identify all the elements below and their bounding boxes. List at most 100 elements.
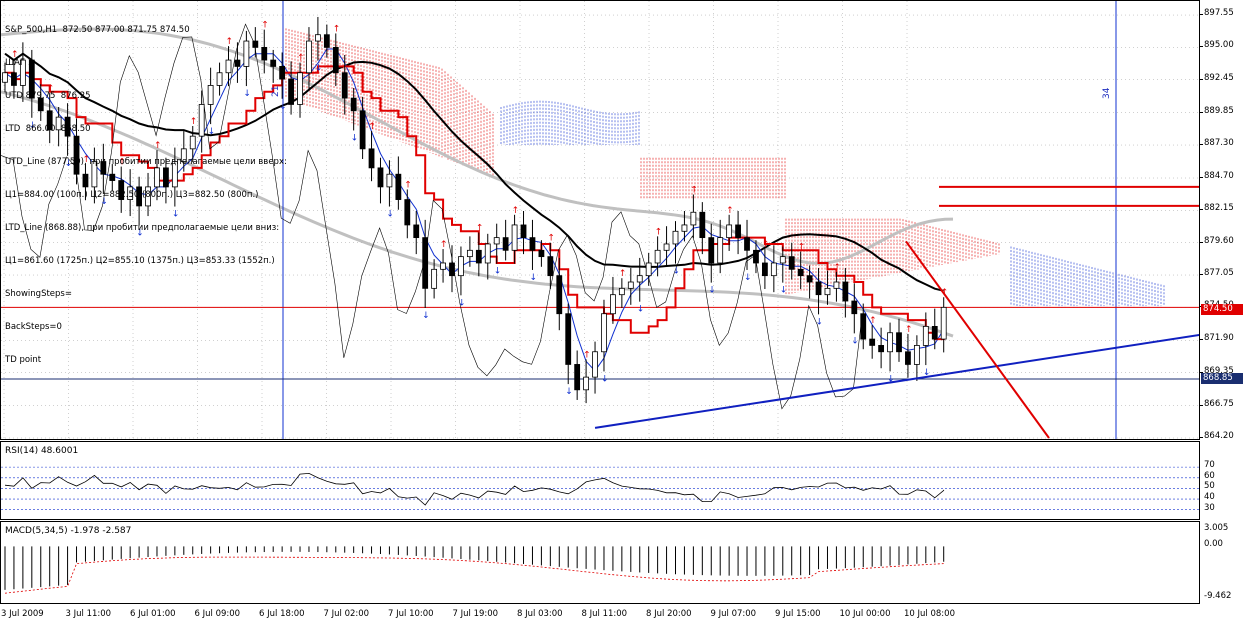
price-axis-tick-mark (1200, 209, 1203, 211)
fractal-up-arrow: ↑ (333, 24, 341, 34)
bearish-candle (699, 211, 706, 239)
bullish-candle (297, 72, 303, 105)
macd-signal-line (4, 556, 944, 594)
bearish-candle (896, 332, 902, 353)
macd-chart-svg (4, 546, 945, 594)
bullish-candle (314, 34, 321, 42)
bearish-candle (753, 249, 759, 264)
fractal-up-arrow: ↑ (476, 224, 484, 234)
macd-pane[interactable]: MACD(5,34,5) -1.978 -2.587 (0, 521, 1200, 604)
level-price-tag: 868.85 (1201, 373, 1243, 384)
time-axis-tick-label: 8 Jul 03:00 (517, 609, 563, 619)
bullish-candle (458, 256, 464, 277)
time-axis-tick-label: 7 Jul 10:00 (388, 609, 434, 619)
price-chart-pane[interactable]: ↑ ↓ ↑ ↓ ↑ ↓ ↑ ↓ ↑ ↓ ↑ ↓ ↑ ↓ ↑ ↓ ↑ ↓ ↑ ↓ ↑ ↓ ↑ ↓ ↑ ↓ ↑ ↓ ↑ ↓ ↑ ↓ ↑ ↓ ↑ ↓ ↑ ↓ ↑ ↓… (0, 0, 1200, 440)
price-axis-tick-mark (1200, 111, 1203, 113)
macd-axis-tick-label: 0.00 (1204, 539, 1223, 550)
rsi-axis-tick-label: 30 (1204, 502, 1215, 513)
bearish-candle (556, 275, 563, 315)
bullish-candle (243, 40, 250, 67)
fractal-down-arrow: ↓ (673, 267, 681, 277)
time-axis: 3 Jul 2009 3 Jul 11:00 6 Jul 01:00 6 Jul 09… (0, 604, 1200, 624)
fractal-down-arrow: ↓ (315, 64, 323, 74)
bearish-candle (341, 72, 348, 99)
bearish-candle (413, 224, 420, 239)
fractal-up-arrow: ↑ (404, 180, 412, 190)
fractal-up-arrow: ↑ (226, 37, 234, 47)
bullish-candle (2, 72, 8, 83)
rsi-axis-tick-label: 70 (1204, 460, 1215, 471)
rsi-label: RSI(14) 48.6001 (5, 446, 79, 456)
info-line: UTD_Line (877.50), при пробитии предпола… (5, 157, 287, 167)
fractal-up-arrow: ↑ (440, 240, 448, 250)
bullish-candle (484, 243, 491, 264)
price-axis-tick-mark (1200, 274, 1203, 276)
bearish-candle (744, 237, 750, 251)
bullish-candle (922, 325, 929, 346)
info-line: LTD_Line (868.88), при пробитии предпола… (5, 223, 280, 233)
bearish-candle (136, 186, 143, 207)
bearish-candle (252, 40, 259, 48)
fractal-down-arrow: ↓ (565, 387, 573, 397)
fractal-down-arrow: ↓ (637, 305, 645, 315)
time-axis-tick-label: 8 Jul 11:00 (581, 609, 628, 619)
price-axis-tick-label: 866.75 (1204, 398, 1234, 409)
rsi-chart-svg (1, 466, 1199, 510)
bullish-candle (19, 59, 26, 86)
rsi-axis-tick-label: 50 (1204, 481, 1215, 492)
fractal-down-arrow: ↓ (708, 286, 716, 296)
fractal-down-arrow: ↓ (100, 197, 108, 207)
bullish-candle (913, 345, 920, 365)
time-axis-tick-label: 10 Jul 08:00 (904, 609, 955, 619)
fractal-down-arrow: ↓ (744, 273, 752, 283)
bullish-candle (583, 376, 589, 391)
price-axis-tick-label: 864.20 (1204, 431, 1234, 441)
fractal-down-arrow: ↓ (136, 229, 144, 239)
bearish-candle (395, 173, 402, 200)
rsi-pane[interactable]: RSI(14) 48.6001 (0, 441, 1200, 520)
fractal-up-arrow: ↑ (512, 206, 520, 216)
fractal-down-arrow: ↓ (458, 298, 466, 308)
bearish-candle (931, 325, 938, 340)
bullish-candle (91, 161, 98, 188)
bearish-candle (82, 173, 89, 188)
bearish-candle (332, 46, 339, 74)
price-axis-tick-mark (1200, 371, 1203, 373)
bearish-candle (279, 66, 286, 80)
info-line: UTD 879.75 876.25 (5, 91, 91, 101)
bearish-candle (28, 59, 35, 99)
bearish-candle (475, 249, 482, 264)
fractal-down-arrow: ↓ (172, 210, 180, 220)
fractal-up-arrow: ↑ (261, 21, 269, 31)
price-axis-tick-mark (1200, 78, 1203, 80)
price-axis-tick-mark (1200, 339, 1203, 341)
rsi-axis: 70 60 50 40 30 (1200, 441, 1244, 520)
info-line: BackSteps=0 (5, 322, 62, 332)
time-axis-tick-label: 10 Jul 00:00 (839, 609, 891, 619)
bearish-candle (73, 135, 80, 175)
price-axis-tick-label: 895.00 (1204, 40, 1234, 51)
bearish-candle (869, 338, 876, 346)
fractal-down-arrow: ↓ (279, 102, 287, 112)
bullish-candle (726, 224, 733, 239)
bearish-candle (449, 262, 455, 277)
bullish-candle (216, 72, 223, 86)
time-axis-tick-label: 3 Jul 2009 (1, 609, 44, 619)
price-axis-tick-label: 879.60 (1204, 235, 1234, 246)
fractal-up-arrow: ↑ (369, 122, 377, 132)
bearish-candle (520, 224, 527, 239)
bullish-candle (55, 116, 62, 131)
bearish-candle (860, 313, 867, 340)
fractal-up-arrow: ↑ (118, 158, 126, 168)
bullish-candle (610, 294, 616, 315)
bullish-candle (154, 167, 160, 188)
bearish-candle (735, 224, 741, 239)
fractal-up-arrow: ↑ (833, 263, 841, 273)
fractal-down-arrow: ↓ (887, 374, 895, 384)
bearish-candle (851, 300, 858, 315)
price-axis-tick-mark (1200, 14, 1203, 16)
bearish-candle (37, 97, 44, 112)
bullish-candle (306, 40, 312, 74)
price-axis-tick-mark (1200, 144, 1203, 146)
price-chart-svg: ↑ ↓ ↑ ↓ ↑ ↓ ↑ ↓ ↑ ↓ ↑ ↓ ↑ ↓ ↑ ↓ ↑ ↓ ↑ ↓ ↑ ↓ ↑ ↓ ↑ ↓ ↑ ↓ ↑ ↓ ↑ ↓ ↑ ↓ ↑ ↓ ↑ ↓ ↑ ↓… (1, 1, 1199, 439)
